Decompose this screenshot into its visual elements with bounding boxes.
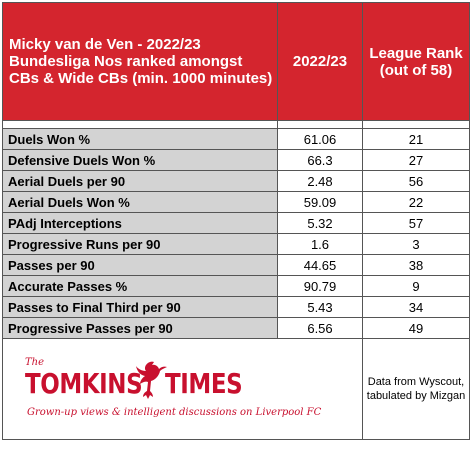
column-header-rank: League Rank (out of 58) [362, 2, 470, 121]
table-title: Micky van de Ven - 2022/23 Bundesliga No… [2, 2, 278, 121]
row-rank: 56 [362, 170, 470, 192]
table-row: Progressive Passes per 90 6.56 49 [2, 317, 470, 339]
table-row: Accurate Passes % 90.79 9 [2, 275, 470, 297]
column-header-season: 2022/23 [277, 2, 363, 121]
row-value: 61.06 [277, 128, 363, 150]
row-label: Aerial Duels Won % [2, 191, 278, 213]
row-value: 6.56 [277, 317, 363, 339]
spacer-cell [2, 120, 278, 129]
row-rank: 21 [362, 128, 470, 150]
row-label: Progressive Passes per 90 [2, 317, 278, 339]
row-value: 66.3 [277, 149, 363, 171]
logo-the: The [25, 357, 45, 368]
row-label: Duels Won % [2, 128, 278, 150]
table-row: Duels Won % 61.06 21 [2, 128, 470, 150]
row-rank: 38 [362, 254, 470, 276]
header-row: Micky van de Ven - 2022/23 Bundesliga No… [2, 2, 470, 121]
data-credit: Data from Wyscout, tabulated by Mizgan [362, 338, 470, 440]
footer-row: The TOMKINS TIMES Grown-up views & intel… [2, 338, 470, 440]
row-label: Passes per 90 [2, 254, 278, 276]
row-value: 90.79 [277, 275, 363, 297]
table-row: Passes to Final Third per 90 5.43 34 [2, 296, 470, 318]
row-value: 59.09 [277, 191, 363, 213]
table-row: PAdj Interceptions 5.32 57 [2, 212, 470, 234]
row-value: 2.48 [277, 170, 363, 192]
table-body: Duels Won % 61.06 21 Defensive Duels Won % 6… [2, 128, 470, 339]
spacer-cell [277, 120, 363, 129]
row-label: Defensive Duels Won % [2, 149, 278, 171]
logo-cell: The TOMKINS TIMES Grown-up views & intel… [2, 338, 363, 440]
spacer-cell [362, 120, 470, 129]
table-row: Aerial Duels Won % 59.09 22 [2, 191, 470, 213]
row-label: Accurate Passes % [2, 275, 278, 297]
row-rank: 57 [362, 212, 470, 234]
logo-word-tomkins: TOMKINS [25, 367, 143, 400]
table-row: Progressive Runs per 90 1.6 3 [2, 233, 470, 255]
row-label: PAdj Interceptions [2, 212, 278, 234]
row-rank: 3 [362, 233, 470, 255]
logo-word-times: TIMES [165, 367, 243, 400]
row-rank: 27 [362, 149, 470, 171]
row-rank: 9 [362, 275, 470, 297]
row-value: 1.6 [277, 233, 363, 255]
table-row: Passes per 90 44.65 38 [2, 254, 470, 276]
logo-tagline: Grown-up views & intelligent discussions… [27, 407, 322, 418]
row-rank: 34 [362, 296, 470, 318]
liverbird-icon [136, 361, 167, 399]
row-label: Progressive Runs per 90 [2, 233, 278, 255]
row-value: 44.65 [277, 254, 363, 276]
row-value: 5.32 [277, 212, 363, 234]
row-value: 5.43 [277, 296, 363, 318]
spacer-row [2, 120, 470, 129]
table-row: Aerial Duels per 90 2.48 56 [2, 170, 470, 192]
row-label: Passes to Final Third per 90 [2, 296, 278, 318]
row-rank: 49 [362, 317, 470, 339]
tomkins-times-logo: The TOMKINS TIMES Grown-up views & intel… [3, 339, 362, 439]
stats-table: Micky van de Ven - 2022/23 Bundesliga No… [2, 2, 470, 440]
row-label: Aerial Duels per 90 [2, 170, 278, 192]
row-rank: 22 [362, 191, 470, 213]
table-row: Defensive Duels Won % 66.3 27 [2, 149, 470, 171]
